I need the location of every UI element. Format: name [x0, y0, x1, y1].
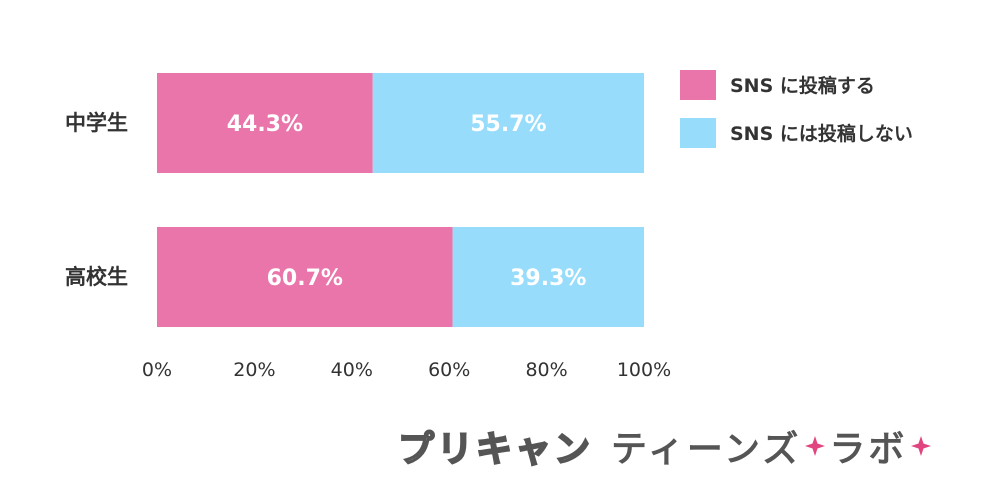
x-tick-label: 80%	[525, 359, 567, 381]
brand-logo: プリキャン ティーンズ ラボ	[397, 418, 935, 474]
data-label: 39.3%	[510, 266, 586, 291]
logo-text-teens: ティーンズ	[611, 429, 802, 470]
x-tick-label: 0%	[142, 359, 172, 381]
x-tick-label: 100%	[617, 359, 671, 381]
legend-swatch	[680, 70, 716, 100]
data-label: 60.7%	[267, 266, 343, 291]
x-tick-label: 20%	[233, 359, 275, 381]
bar-segment	[372, 73, 644, 173]
sparkle-icon	[911, 436, 932, 456]
legend-swatch	[680, 118, 716, 148]
x-tick-label: 60%	[428, 359, 470, 381]
legend-label: SNS には投稿しない	[730, 122, 913, 145]
data-label: 55.7%	[470, 112, 546, 137]
logo-text-labo: ラボ	[829, 429, 908, 470]
bar-segment	[157, 73, 373, 173]
x-tick-label: 40%	[331, 359, 373, 381]
logo-text-puri-can: プリキャン	[397, 428, 594, 471]
bar-segment	[157, 227, 453, 327]
data-label: 44.3%	[227, 112, 303, 137]
category-label: 高校生	[65, 265, 128, 289]
category-label: 中学生	[65, 111, 128, 135]
bar-segment	[452, 227, 644, 327]
legend-label: SNS に投稿する	[730, 74, 875, 97]
sparkle-icon	[805, 436, 826, 456]
